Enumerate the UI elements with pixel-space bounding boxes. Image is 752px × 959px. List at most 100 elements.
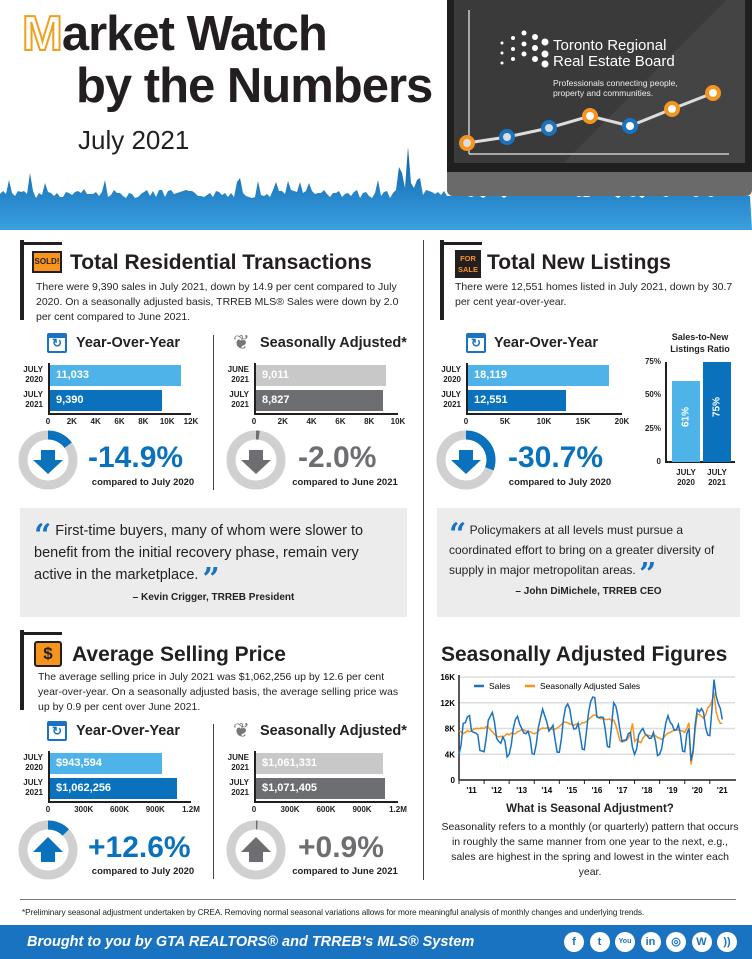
row-label-month: JULY — [229, 390, 249, 399]
city-skyline — [0, 147, 752, 230]
bar: $1,061,331 — [256, 753, 384, 774]
ratio-chart-title: Sales-to-New Listings Ratio — [660, 331, 740, 355]
x-tick-label: 1.2M — [182, 805, 200, 814]
legend-label: Sales — [489, 681, 510, 691]
price-sa-title: Seasonally Adjusted* — [260, 723, 407, 739]
sub-divider — [213, 335, 214, 490]
price-yoy-change: +12.6% — [88, 831, 191, 864]
y-axis — [48, 751, 50, 803]
instagram-icon[interactable]: ◎ — [666, 932, 686, 952]
x-axis — [466, 413, 622, 415]
close-quote-icon: ” — [639, 557, 657, 592]
x-tick-label: 600K — [316, 805, 336, 814]
arrow-up-icon — [241, 837, 271, 862]
x-tick-label: 4K — [306, 417, 317, 426]
twitter-icon[interactable]: t — [589, 932, 610, 952]
report-period: July 2021 — [78, 125, 190, 155]
listings-yoy-bar-chart: JULY 2020 18,119 JULY 2021 12,551 0 5K 10K 15K 20K — [441, 363, 629, 433]
transactions-description: There were 9,390 sales in July 2021, dow… — [36, 281, 399, 323]
seasonal-line-chart: 0 4K 8K 12K 16K '11 '12 '13 '14 '15 '16 '17 '18 '19 '2… — [440, 673, 736, 795]
arrow-up-icon — [33, 837, 63, 862]
listings-yoy-compare: compared to July 2020 — [508, 477, 612, 488]
quote-author-2: – John DiMichele, TRREB CEO — [515, 586, 662, 597]
row-label-month: JUNE — [227, 753, 249, 762]
listings-yoy-donut — [436, 430, 496, 490]
page-title: Market Watch — [21, 9, 328, 60]
bar-row-label: JULY 2020 — [13, 365, 43, 385]
row-label-year: 2020 — [443, 375, 461, 384]
row-label-month: JULY — [23, 365, 43, 374]
row-label-year: 2020 — [25, 763, 43, 772]
row-label-year: 2021 — [231, 400, 249, 409]
x-tick-label: 12K — [183, 417, 199, 426]
price-yoy-bar-chart: JULY 2020 $943,594 JULY 2021 $1,062,256 0 300K 6… — [23, 751, 200, 821]
y-tick-label: 25% — [644, 423, 661, 433]
ratio-bar: 75% — [703, 362, 731, 462]
transactions-yoy-donut — [18, 430, 78, 490]
sign-post — [20, 240, 24, 320]
row-label-month: JUNE — [227, 365, 249, 374]
transactions-yoy-bar-chart: JULY 2020 11,033 JULY 2021 9,390 0 2K 4K 6K 8K 10K 1… — [23, 363, 198, 433]
row-label-year: 2021 — [231, 375, 249, 384]
ratio-bar-label: 61% — [680, 407, 692, 428]
price-yoy-compare: compared to July 2020 — [91, 866, 195, 877]
rss-icon[interactable]: )) — [717, 932, 737, 952]
section-title-seasonal: Seasonally Adjusted Figures — [441, 643, 728, 666]
facebook-icon[interactable]: f — [564, 932, 584, 952]
arrow-down-icon — [33, 450, 63, 474]
series-line-sales — [458, 679, 724, 761]
transactions-yoy-compare: compared to July 2020 — [91, 477, 195, 488]
linkedin-icon[interactable]: in — [640, 932, 661, 952]
x-tick-label: 6K — [114, 417, 125, 426]
row-label-month: JULY — [23, 778, 43, 787]
y-axis — [466, 363, 468, 415]
y-tick-label: 0 — [656, 457, 661, 466]
x-tick-label: 900K — [352, 805, 372, 814]
close-quote-icon: ” — [202, 562, 220, 597]
quote-body: Policymakers at all levels must pursue a… — [449, 523, 715, 577]
x-tick-label: 600K — [109, 805, 130, 814]
monitor-screen — [447, 0, 752, 172]
category-month: JULY — [676, 468, 696, 477]
category-month: JULY — [707, 468, 727, 477]
bar-row-label: JULY 2020 — [431, 365, 461, 385]
sign-line1: FOR — [460, 254, 476, 263]
x-tick-label: 300K — [280, 805, 300, 814]
sold-sign-icon: SOLD! — [32, 251, 62, 273]
seasonal-explain-text: Seasonality refers to a monthly (or quar… — [441, 821, 739, 878]
x-tick-label: 2K — [66, 417, 77, 426]
sign-line2: SALE — [457, 265, 478, 274]
calendar-icon — [47, 721, 67, 741]
youtube-icon[interactable]: You — [615, 932, 635, 952]
listings-yoy-title: Year-Over-Year — [494, 335, 598, 351]
x-tick-label: 6K — [335, 417, 346, 426]
x-axis — [48, 801, 191, 803]
x-axis — [48, 413, 191, 415]
x-tick-label: '14 — [541, 786, 552, 795]
row-label-month: JULY — [441, 365, 461, 374]
bar-row-label: JUNE 2021 — [219, 753, 249, 773]
ratio-bar-chart: 0 25% 50% 75% 61% JULY 2020 75% JULY 2021 — [645, 357, 737, 487]
x-tick-label: 10K — [536, 417, 552, 426]
row-label-year: 2021 — [443, 400, 461, 409]
bar: $1,071,405 — [256, 778, 385, 799]
wordpress-icon[interactable]: W — [691, 932, 712, 952]
page-subtitle: by the Numbers — [76, 59, 433, 113]
brand-name-line2: Real Estate Board — [553, 53, 675, 70]
bar: 9,390 — [50, 390, 162, 411]
y-tick-label: 12K — [440, 699, 455, 708]
brand-name: Toronto Regional Real Estate Board — [553, 38, 675, 70]
bar-row-label: JULY 2021 — [219, 390, 249, 410]
y-axis — [254, 363, 256, 415]
y-tick-label: 4K — [445, 750, 455, 759]
brand-tagline: Professionals connecting people, propert… — [553, 78, 678, 98]
bar: $1,062,256 — [50, 778, 177, 799]
bar-row-label: JULY 2021 — [431, 390, 461, 410]
quote-text-2: “ Policymakers at all levels must pursue… — [449, 520, 728, 590]
bar: $943,594 — [50, 753, 163, 774]
y-tick-label: 16K — [440, 673, 455, 682]
bar-row-label: JULY 2021 — [13, 778, 43, 798]
x-tick-label: '15 — [566, 786, 577, 795]
category-year: 2021 — [708, 478, 726, 487]
ratio-bar-label: 75% — [711, 396, 723, 418]
